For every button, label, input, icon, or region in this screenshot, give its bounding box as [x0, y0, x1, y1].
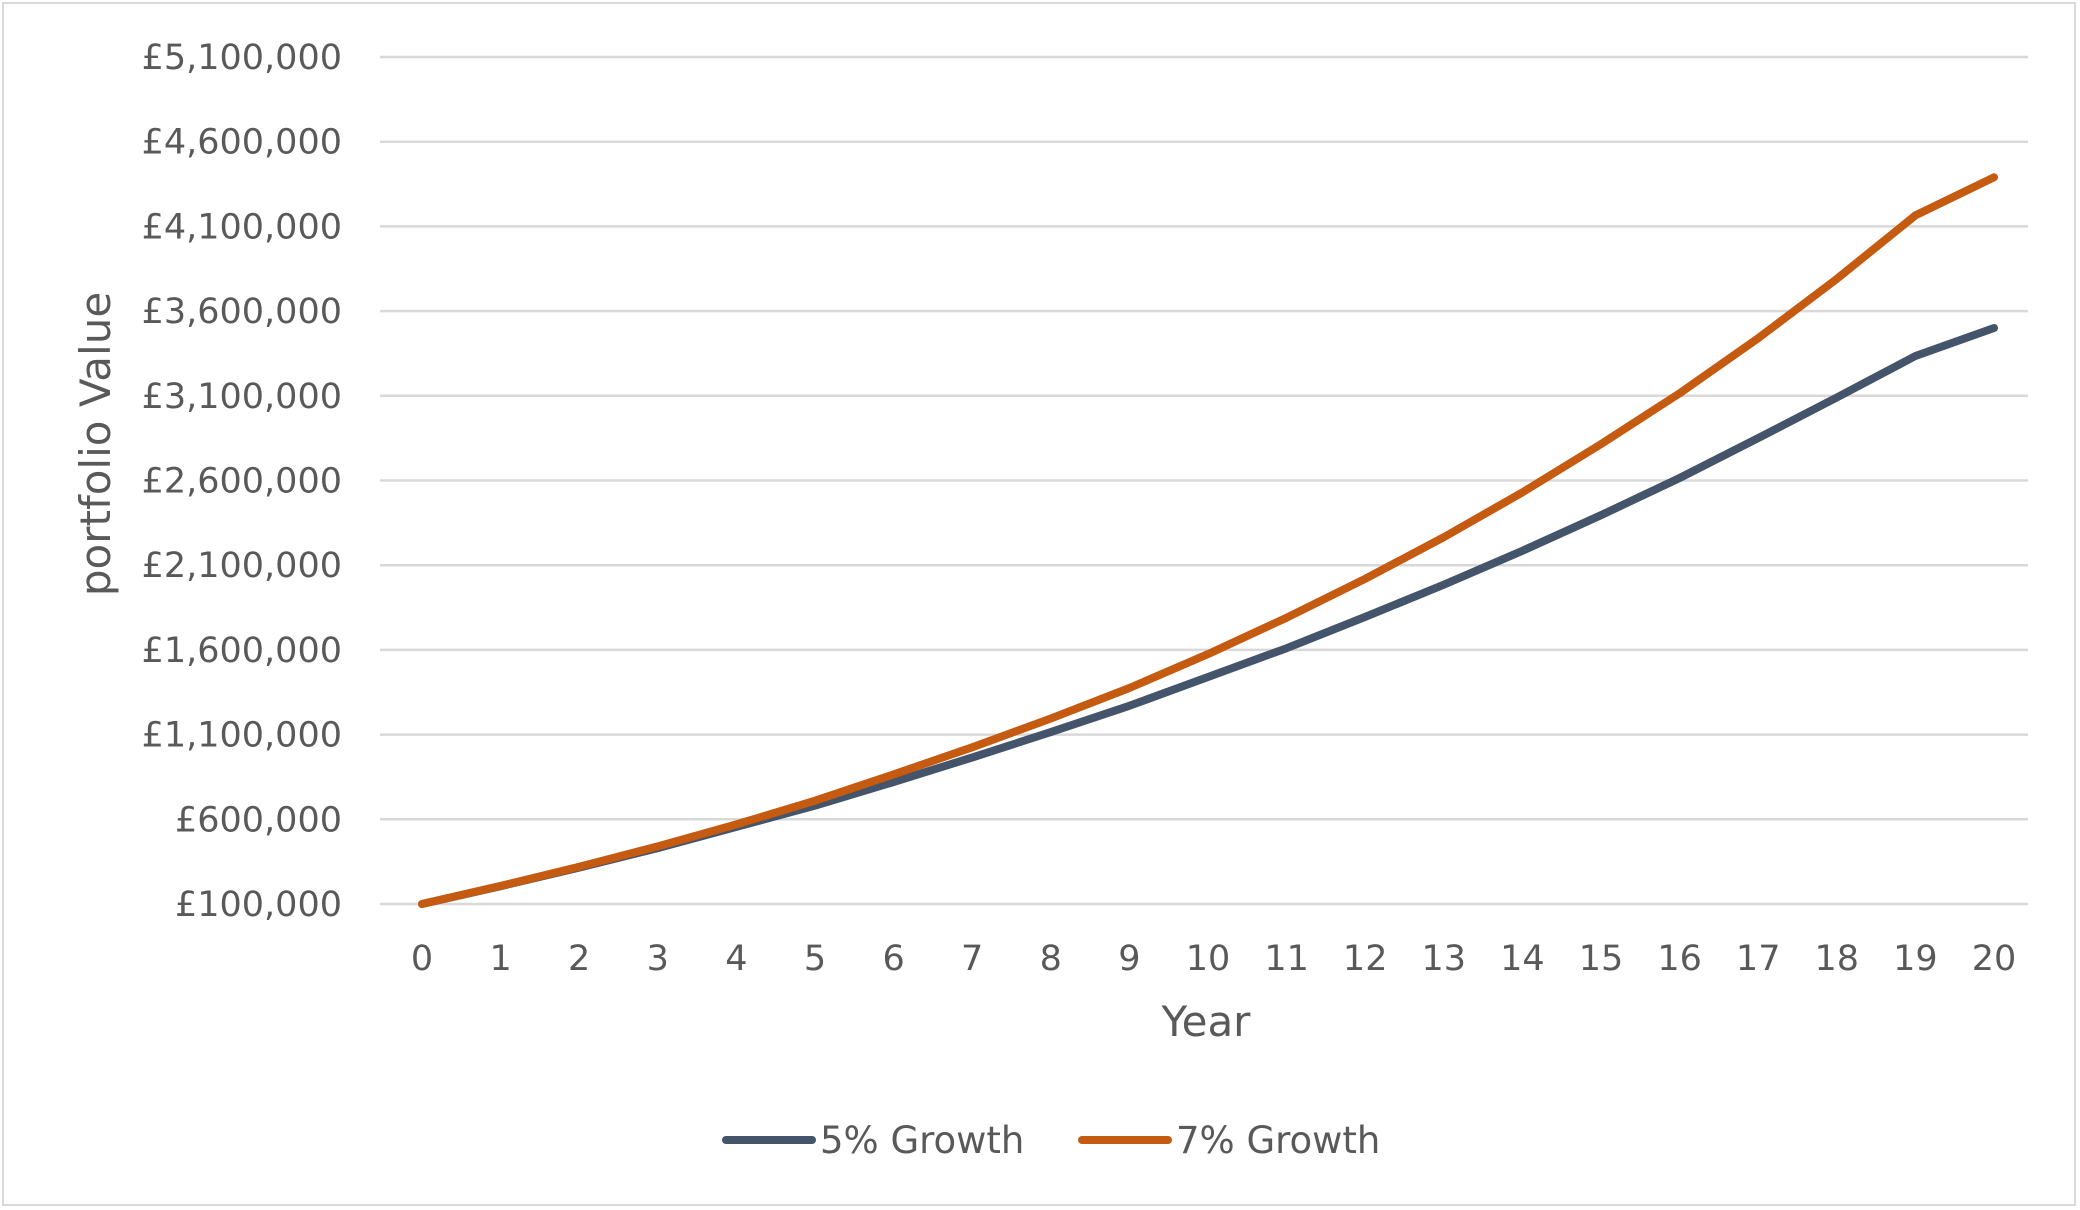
- x-tick-label: 13: [1422, 939, 1467, 979]
- x-tick-label: 18: [1815, 939, 1860, 979]
- y-tick-label: £1,600,000: [142, 631, 342, 671]
- legend-item: 7% Growth: [1078, 1119, 1380, 1162]
- legend-label: 7% Growth: [1176, 1119, 1380, 1162]
- legend-item: 5% Growth: [722, 1119, 1024, 1162]
- x-tick-label: 5: [804, 939, 826, 979]
- x-tick-label: 20: [1972, 939, 2017, 979]
- x-tick-label: 10: [1186, 939, 1231, 979]
- series-lines: [418, 173, 1998, 908]
- y-tick-label: £4,600,000: [142, 123, 342, 163]
- y-axis-title: portfolio Value: [71, 292, 120, 596]
- x-tick-label: 19: [1893, 939, 1938, 979]
- y-tick-label: £4,100,000: [142, 207, 342, 247]
- series-line-five-percent: [418, 324, 1998, 908]
- legend: 5% Growth 7% Growth: [722, 1119, 1380, 1162]
- x-tick-label: 17: [1736, 939, 1781, 979]
- series-line-seven-percent: [418, 173, 1998, 908]
- x-tick-label: 1: [489, 939, 511, 979]
- y-tick-label: £600,000: [175, 800, 342, 840]
- x-tick-label: 8: [1040, 939, 1062, 979]
- y-axis-tick-labels: £100,000 £600,000 £1,100,000 £1,600,000 £2,1…: [142, 38, 342, 925]
- x-tick-label: 4: [725, 939, 747, 979]
- y-tick-label: £1,100,000: [142, 716, 342, 756]
- legend-label: 5% Growth: [820, 1119, 1024, 1162]
- y-tick-label: £3,100,000: [142, 377, 342, 417]
- x-tick-label: 15: [1579, 939, 1624, 979]
- x-tick-label: 12: [1343, 939, 1388, 979]
- x-tick-label: 0: [411, 939, 433, 979]
- x-tick-label: 2: [568, 939, 590, 979]
- y-tick-label: £100,000: [175, 885, 342, 925]
- gridlines: [380, 55, 2028, 906]
- x-tick-label: 11: [1264, 939, 1309, 979]
- y-tick-label: £2,100,000: [142, 546, 342, 586]
- x-axis-title: Year: [1161, 997, 1252, 1046]
- x-tick-label: 9: [1118, 939, 1140, 979]
- x-tick-label: 6: [882, 939, 904, 979]
- y-tick-label: £2,600,000: [142, 462, 342, 502]
- y-tick-label: £3,600,000: [142, 292, 342, 332]
- x-tick-label: 16: [1657, 939, 1702, 979]
- x-axis-tick-labels: 0 1 2 3 4 5 6 7 8 9 10 11 12 13 14 15 16 17 18 19 20: [411, 939, 2016, 979]
- x-tick-label: 3: [647, 939, 669, 979]
- x-tick-label: 14: [1500, 939, 1545, 979]
- x-tick-label: 7: [961, 939, 983, 979]
- line-chart: £100,000 £600,000 £1,100,000 £1,600,000 £2,1…: [71, 38, 2028, 1162]
- y-tick-label: £5,100,000: [142, 38, 342, 78]
